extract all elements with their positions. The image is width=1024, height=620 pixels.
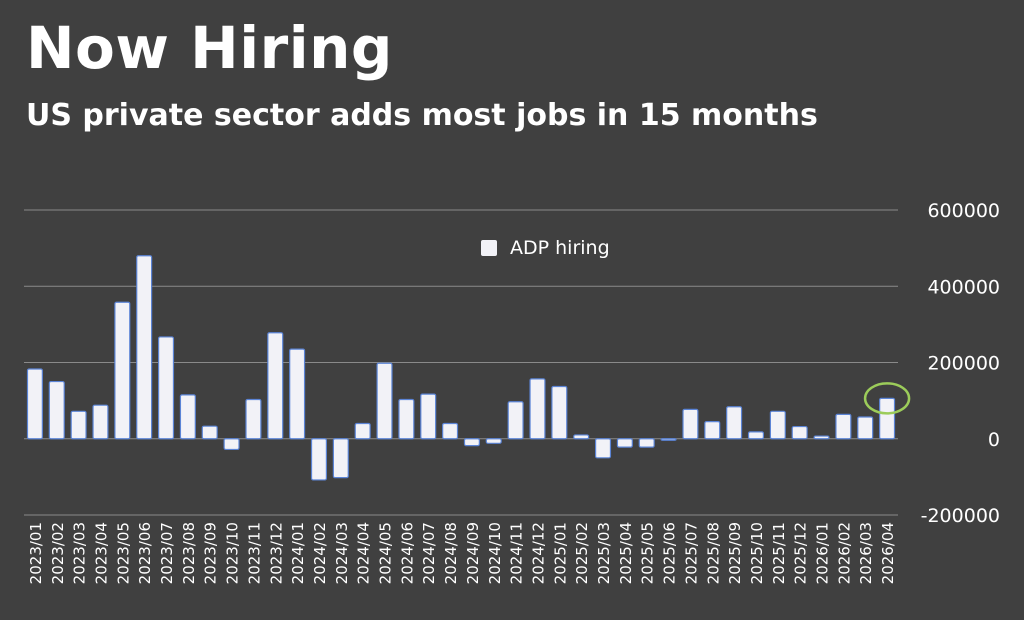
x-tick-label: 2024/01 [289, 522, 307, 584]
bar-2024-04 [354, 422, 371, 440]
bars [26, 255, 896, 481]
x-tick-label: 2023/07 [158, 522, 176, 584]
x-tick-label: 2025/09 [726, 522, 744, 584]
bar-2024-06 [398, 398, 415, 440]
bar-2026-01 [813, 435, 830, 440]
x-tick-label: 2023/04 [92, 522, 110, 584]
y-tick-label: 0 [988, 429, 1000, 451]
bar-2024-10 [485, 438, 502, 444]
x-tick-label: 2023/12 [267, 522, 285, 584]
x-tick-label: 2026/03 [857, 522, 875, 584]
bar-2024-05 [376, 362, 393, 440]
x-tick-label: 2023/10 [224, 522, 242, 584]
bar-2025-02 [573, 434, 590, 440]
x-tick-label: 2024/06 [398, 522, 416, 584]
bar-2023-12 [267, 332, 284, 440]
bar-2025-12 [791, 425, 808, 440]
bar-2023-10 [223, 438, 240, 451]
x-tick-label: 2026/02 [835, 522, 853, 584]
highlight-circle [863, 382, 911, 415]
y-tick-label: 400000 [927, 276, 1000, 298]
bar-2023-02 [48, 380, 65, 440]
bar-2023-08 [179, 394, 196, 440]
bar-2023-01 [26, 368, 43, 440]
bar-2024-02 [310, 438, 328, 481]
x-tick-label: 2024/09 [464, 522, 482, 584]
x-tick-label: 2024/08 [442, 522, 460, 584]
x-tick-label: 2025/04 [617, 522, 635, 584]
page-title: Now Hiring [26, 14, 393, 82]
bar-2023-05 [114, 301, 131, 440]
bar-2024-09 [463, 438, 480, 447]
x-tick-label: 2025/10 [748, 522, 766, 584]
bar-2024-07 [420, 393, 437, 440]
gridlines [24, 209, 898, 516]
x-tick-label: 2023/11 [245, 522, 263, 584]
legend[interactable]: ADP hiring [481, 237, 610, 259]
y-axis-ticks: 600000 400000 200000 0 -200000 [921, 200, 1000, 527]
bar-2026-02 [835, 413, 852, 440]
x-tick-label: 2023/08 [180, 522, 198, 584]
bar-2023-09 [201, 425, 218, 440]
x-tick-label: 2024/05 [377, 522, 395, 584]
bar-2026-04 [879, 397, 896, 440]
x-tick-label: 2024/10 [486, 522, 504, 584]
bar-2024-08 [442, 422, 459, 440]
bar-2023-07 [157, 336, 175, 440]
x-tick-label: 2023/05 [114, 522, 132, 584]
x-tick-label: 2024/12 [529, 522, 547, 584]
x-tick-label: 2025/07 [682, 522, 700, 584]
page-subtitle: US private sector adds most jobs in 15 m… [26, 98, 818, 133]
x-tick-label: 2024/07 [420, 522, 438, 584]
x-tick-label: 2026/01 [814, 522, 832, 584]
bar-2025-09 [726, 406, 743, 440]
bar-2023-03 [70, 410, 87, 440]
x-tick-label: 2023/09 [202, 522, 220, 584]
x-tick-label: 2024/11 [508, 522, 526, 584]
x-tick-label: 2025/11 [770, 522, 788, 584]
x-tick-label: 2024/04 [355, 522, 373, 584]
bar-2024-11 [507, 401, 524, 440]
x-tick-label: 2024/02 [311, 522, 329, 584]
bar-2024-12 [529, 378, 546, 440]
bar-2025-07 [682, 408, 699, 440]
x-tick-label: 2024/03 [333, 522, 351, 584]
y-tick-label: -200000 [921, 505, 1000, 527]
x-tick-label: 2026/04 [879, 522, 897, 584]
bar-2025-04 [616, 438, 633, 448]
x-tick-label: 2025/05 [639, 522, 657, 584]
bar-2026-03 [857, 416, 874, 440]
legend-swatch [481, 240, 497, 256]
bar-2025-01 [551, 385, 568, 440]
x-tick-label: 2023/06 [136, 522, 154, 584]
y-tick-label: 600000 [927, 200, 1000, 222]
bar-2025-11 [769, 410, 786, 440]
x-tick-label: 2025/12 [792, 522, 810, 584]
x-tick-label: 2025/03 [595, 522, 613, 584]
bar-2023-04 [92, 404, 109, 440]
bar-2024-03 [332, 438, 349, 479]
x-tick-label: 2025/02 [573, 522, 591, 584]
x-tick-label: 2023/03 [71, 522, 89, 584]
x-tick-label: 2025/01 [551, 522, 569, 584]
bar-2025-10 [747, 431, 765, 440]
bar-2025-05 [638, 438, 655, 448]
x-tick-label: 2025/08 [704, 522, 722, 584]
bar-2023-11 [245, 398, 262, 440]
legend-label: ADP hiring [510, 237, 610, 259]
y-tick-label: 200000 [927, 353, 1000, 375]
bar-2025-08 [704, 420, 721, 440]
x-tick-label: 2023/01 [27, 522, 45, 584]
x-tick-label: 2025/06 [661, 522, 679, 584]
x-axis-ticks: 2023/01 2023/02 2023/03 2023/04 2023/05 2023/… [27, 522, 897, 584]
bar-2024-01 [289, 348, 306, 440]
bar-2025-03 [594, 438, 612, 459]
bar-2023-06 [136, 255, 153, 440]
bar-2025-06 [660, 438, 677, 441]
x-tick-label: 2023/02 [49, 522, 67, 584]
